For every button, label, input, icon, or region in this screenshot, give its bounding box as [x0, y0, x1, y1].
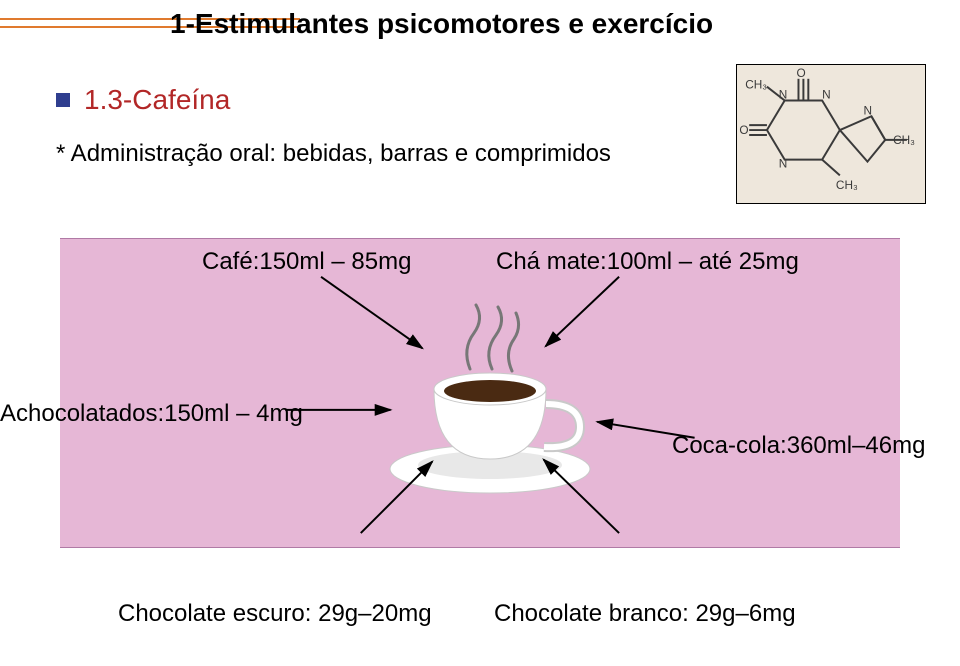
label-achocolatados: Achocolatados:150ml – 4mg — [0, 400, 303, 428]
label-choc-branco: Chocolate branco: 29g–6mg — [494, 600, 796, 628]
svg-text:N: N — [779, 88, 788, 102]
svg-text:O: O — [797, 66, 806, 80]
svg-text:N: N — [822, 88, 831, 102]
bullet-row: 1.3-Cafeína — [56, 84, 230, 116]
label-cafe: Café:150ml – 85mg — [202, 248, 411, 276]
bullet-square-icon — [56, 93, 70, 107]
administration-line: * Administração oral: bebidas, barras e … — [56, 140, 611, 168]
caffeine-structure: O O N N N N CH₃ CH₃ CH₃ — [736, 64, 926, 204]
svg-text:CH₃: CH₃ — [893, 133, 915, 147]
label-coca-cola: Coca-cola:360ml–46mg — [672, 432, 925, 460]
svg-text:N: N — [779, 157, 788, 171]
svg-text:N: N — [864, 103, 873, 117]
label-cha-mate: Chá mate:100ml – até 25mg — [496, 248, 799, 276]
molecule-svg: O O N N N N CH₃ CH₃ CH₃ — [737, 65, 925, 203]
slide-title: 1-Estimulantes psicomotores e exercício — [170, 8, 713, 40]
coffee-cup-illustration — [380, 309, 600, 499]
svg-text:CH₃: CH₃ — [836, 178, 858, 192]
label-choc-escuro: Chocolate escuro: 29g–20mg — [118, 600, 432, 628]
cup-panel — [60, 238, 900, 548]
slide: 1-Estimulantes psicomotores e exercício … — [0, 0, 960, 666]
svg-text:CH₃: CH₃ — [745, 78, 767, 92]
svg-text:O: O — [739, 123, 748, 137]
bullet-text: 1.3-Cafeína — [84, 84, 230, 116]
